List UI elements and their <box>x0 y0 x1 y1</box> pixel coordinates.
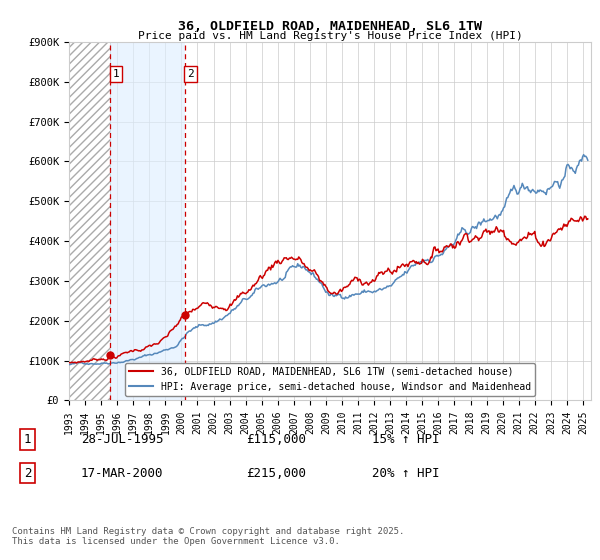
Text: 1: 1 <box>113 69 119 79</box>
Text: 36, OLDFIELD ROAD, MAIDENHEAD, SL6 1TW: 36, OLDFIELD ROAD, MAIDENHEAD, SL6 1TW <box>178 20 482 32</box>
Bar <box>110 42 185 400</box>
Text: 28-JUL-1995: 28-JUL-1995 <box>81 433 163 446</box>
Text: £215,000: £215,000 <box>246 466 306 480</box>
Text: 17-MAR-2000: 17-MAR-2000 <box>81 466 163 480</box>
Text: 15% ↑ HPI: 15% ↑ HPI <box>372 433 439 446</box>
Text: 2: 2 <box>187 69 194 79</box>
Text: 20% ↑ HPI: 20% ↑ HPI <box>372 466 439 480</box>
Bar <box>69 42 110 400</box>
Text: 1: 1 <box>24 433 32 446</box>
Text: Price paid vs. HM Land Registry's House Price Index (HPI): Price paid vs. HM Land Registry's House … <box>137 31 523 41</box>
Text: Contains HM Land Registry data © Crown copyright and database right 2025.
This d: Contains HM Land Registry data © Crown c… <box>12 526 404 546</box>
Legend: 36, OLDFIELD ROAD, MAIDENHEAD, SL6 1TW (semi-detached house), HPI: Average price: 36, OLDFIELD ROAD, MAIDENHEAD, SL6 1TW (… <box>125 363 535 395</box>
Text: 2: 2 <box>24 466 32 480</box>
Text: £115,000: £115,000 <box>246 433 306 446</box>
